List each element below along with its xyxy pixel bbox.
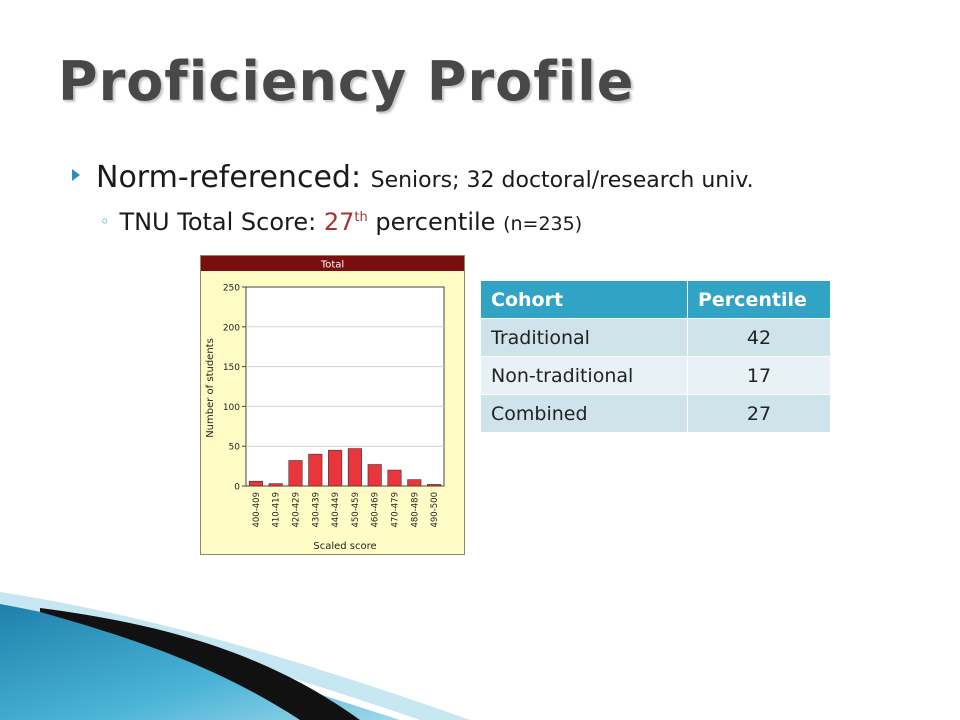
bar xyxy=(427,484,442,487)
bar xyxy=(367,464,382,487)
bars xyxy=(248,448,442,487)
swoosh-blue xyxy=(0,598,400,720)
chart-title: Total xyxy=(320,260,344,271)
swoosh-dark xyxy=(40,608,360,720)
x-tick-label: 410-419 xyxy=(272,492,282,528)
x-tick-label: 400-409 xyxy=(252,492,262,528)
bullet1-detail: Seniors; 32 doctoral/research univ. xyxy=(370,168,754,193)
cell-percentile: 27 xyxy=(687,394,831,433)
table-row: Traditional 42 xyxy=(480,318,831,357)
x-tick-label: 490-500 xyxy=(430,492,440,528)
circle-bullet-icon: ◦ xyxy=(100,212,110,231)
bar xyxy=(328,449,343,487)
slide-title: Proficiency Profile xyxy=(58,50,635,113)
x-axis-label: Scaled score xyxy=(313,541,376,552)
plot-area xyxy=(245,286,445,487)
x-tick-label: 420-429 xyxy=(292,492,302,528)
y-tick-labels: 0 50 100 150 200 250 xyxy=(223,284,246,493)
bullet2-label: TNU Total Score: xyxy=(119,208,317,236)
bar xyxy=(248,480,263,487)
table-header-row: Cohort Percentile xyxy=(480,280,831,319)
x-tick-label: 480-489 xyxy=(410,492,420,528)
histogram-panel: Total 0 50 100 150 200 250 400-409 410-419 420-… xyxy=(200,255,465,555)
table-row: Combined 27 xyxy=(480,394,831,433)
triangle-bullet-icon xyxy=(72,169,80,181)
header-cohort: Cohort xyxy=(480,280,688,319)
cell-cohort: Non-traditional xyxy=(480,356,688,395)
bar xyxy=(288,460,303,487)
histogram-chart: Total 0 50 100 150 200 250 400-409 410-419 420-… xyxy=(201,256,464,552)
y-tick-label: 150 xyxy=(223,363,240,373)
bullet-norm-referenced: Norm-referenced: Seniors; 32 doctoral/re… xyxy=(72,160,754,195)
swoosh-light xyxy=(0,592,470,720)
bullet2-sup: th xyxy=(354,210,368,225)
bar xyxy=(268,483,283,487)
bar xyxy=(308,453,323,487)
x-tick-label: 430-439 xyxy=(311,492,321,528)
y-axis-label: Number of students xyxy=(205,338,216,438)
cell-percentile: 42 xyxy=(687,318,831,357)
bullet2-n: (n=235) xyxy=(503,213,583,235)
y-tick-label: 200 xyxy=(223,323,240,333)
cell-cohort: Traditional xyxy=(480,318,688,357)
x-tick-label: 460-469 xyxy=(371,492,381,528)
grid-lines xyxy=(246,326,444,447)
x-tick-label: 470-479 xyxy=(391,492,401,528)
cell-cohort: Combined xyxy=(480,394,688,433)
bar xyxy=(407,479,422,487)
x-tick-label: 450-459 xyxy=(351,492,361,528)
bullet2-value: 27th xyxy=(323,208,368,236)
bar xyxy=(347,448,362,487)
chart-title-bar xyxy=(201,256,464,271)
header-percentile: Percentile xyxy=(687,280,831,319)
cohort-percentile-table: Cohort Percentile Traditional 42 Non-tra… xyxy=(480,280,831,433)
table-row: Non-traditional 17 xyxy=(480,356,831,395)
y-tick-label: 0 xyxy=(234,483,240,493)
y-tick-label: 50 xyxy=(229,443,241,453)
bullet1-main: Norm-referenced: xyxy=(96,160,362,195)
cell-percentile: 17 xyxy=(687,356,831,395)
x-tick-label: 440-449 xyxy=(331,492,341,528)
y-tick-label: 100 xyxy=(223,403,240,413)
bar xyxy=(387,469,402,487)
bullet-total-score: ◦ TNU Total Score: 27th percentile (n=235… xyxy=(100,208,582,236)
x-tick-labels: 400-409 410-419 420-429 430-439 440-449 450-4… xyxy=(252,492,440,528)
bullet2-suffix: percentile xyxy=(375,208,496,236)
y-tick-label: 250 xyxy=(223,284,240,294)
